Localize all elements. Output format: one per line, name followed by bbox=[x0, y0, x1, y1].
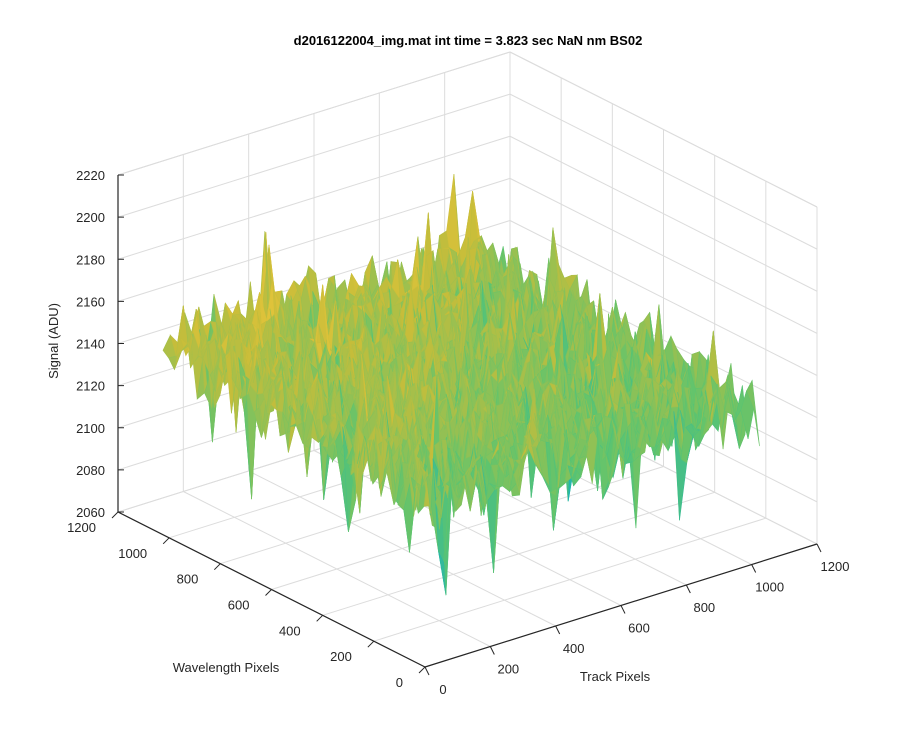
wall-gridline-z bbox=[117, 93, 511, 218]
wall-gridline-z bbox=[509, 177, 818, 334]
x-tick-mark bbox=[424, 666, 430, 676]
x-tick-label: 400 bbox=[563, 641, 585, 656]
z-tick-label: 2080 bbox=[76, 463, 105, 478]
z-tick-label: 2120 bbox=[76, 379, 105, 394]
y-tick-mark bbox=[316, 614, 324, 622]
surface-layer bbox=[162, 173, 760, 596]
y-tick-label: 800 bbox=[177, 572, 199, 587]
y-tick-label: 200 bbox=[330, 649, 352, 664]
wall-gridline-z bbox=[117, 177, 511, 302]
ticks-layer: 0 200 400 600 800 1000 1200 0 200 400 600 800 1000 12… bbox=[67, 168, 849, 697]
x-tick-mark bbox=[620, 605, 626, 614]
y-tick-label: 1000 bbox=[118, 546, 147, 561]
z-axis-label: Signal (ADU) bbox=[46, 303, 61, 379]
y-tick-mark bbox=[367, 640, 375, 648]
x-tick-label: 600 bbox=[628, 621, 650, 636]
y-axis-label: Wavelength Pixels bbox=[173, 660, 280, 675]
wall-gridline-z bbox=[509, 220, 818, 376]
y-tick-mark bbox=[418, 666, 426, 674]
z-tick-label: 2180 bbox=[76, 252, 105, 267]
y-tick-mark bbox=[111, 511, 119, 519]
x-tick-mark bbox=[685, 584, 691, 594]
z-tick-label: 2220 bbox=[76, 168, 105, 183]
x-tick-mark bbox=[816, 543, 822, 553]
z-tick-label: 2100 bbox=[76, 421, 105, 436]
y-tick-mark bbox=[265, 589, 272, 596]
y-tick-mark bbox=[213, 563, 221, 571]
chart-title: d2016122004_img.mat int time = 3.823 sec… bbox=[294, 33, 643, 48]
floor-gridline-y bbox=[322, 491, 715, 616]
wall-gridline-z bbox=[117, 135, 511, 260]
y-tick-label: 1200 bbox=[67, 520, 96, 535]
z-tick-label: 2160 bbox=[76, 294, 105, 309]
x-tick-mark bbox=[555, 625, 561, 635]
x-tick-mark bbox=[751, 564, 757, 573]
wall-gridline-z bbox=[509, 51, 818, 208]
y-tick-label: 0 bbox=[396, 675, 403, 690]
x-tick-label: 800 bbox=[693, 600, 715, 615]
wall-gridline-z bbox=[509, 93, 818, 250]
z-tick-label: 2200 bbox=[76, 210, 105, 225]
y-tick-label: 400 bbox=[279, 623, 301, 638]
x-tick-mark bbox=[489, 646, 495, 655]
y-tick-label: 600 bbox=[228, 598, 250, 613]
x-tick-label: 200 bbox=[497, 662, 519, 677]
z-tick-label: 2060 bbox=[76, 505, 105, 520]
wall-gridline-z bbox=[117, 51, 511, 176]
x-tick-label: 1000 bbox=[755, 580, 784, 595]
surface-patch bbox=[746, 379, 760, 447]
x-axis-label: Track Pixels bbox=[580, 669, 651, 684]
x-tick-label: 0 bbox=[439, 682, 446, 697]
wall-gridline-z bbox=[509, 135, 818, 292]
y-tick-mark bbox=[162, 537, 170, 545]
x-tick-label: 1200 bbox=[821, 559, 850, 574]
floor-gridline-y bbox=[373, 517, 766, 642]
z-tick-label: 2140 bbox=[76, 337, 105, 352]
